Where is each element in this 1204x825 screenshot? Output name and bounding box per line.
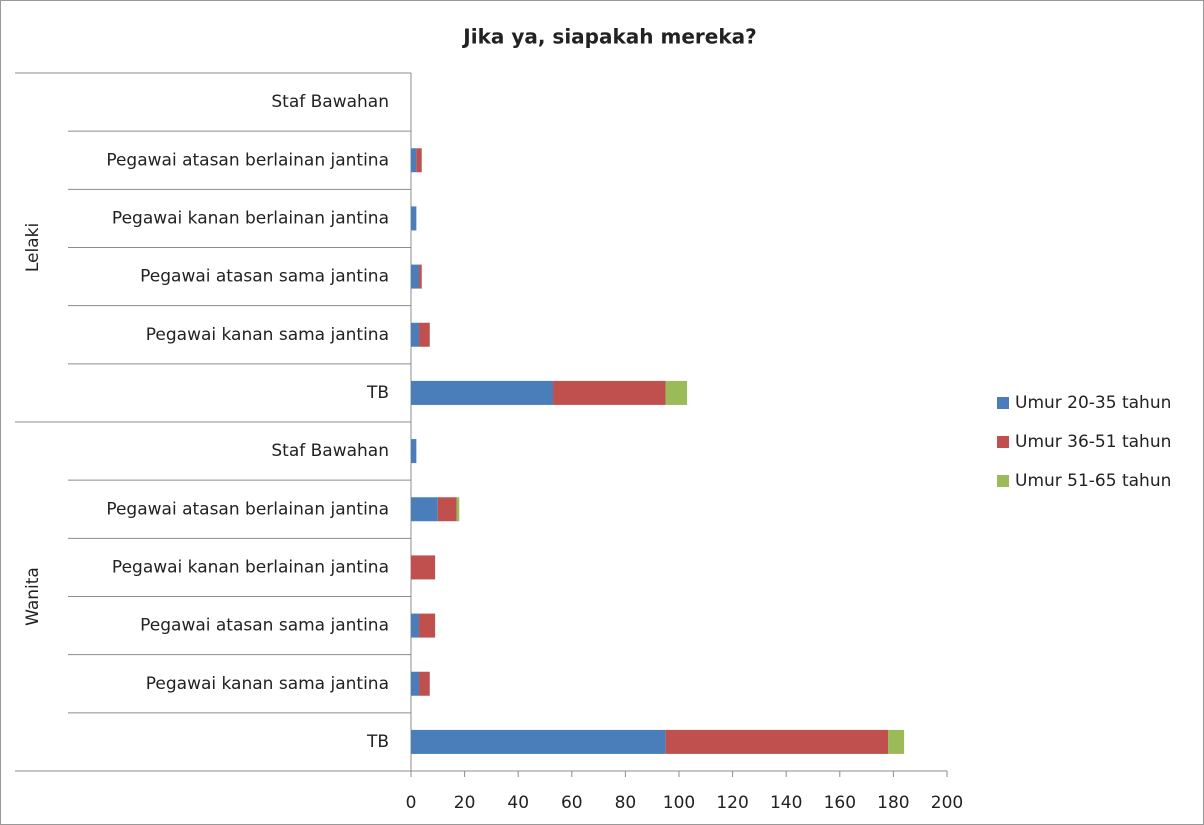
bar-segment <box>888 729 905 754</box>
y-tick-label: Pegawai atasan sama jantina <box>140 267 389 287</box>
x-tick-label: 160 <box>824 793 856 813</box>
bar-segment <box>411 322 420 347</box>
y-tick-label: Pegawai kanan sama jantina <box>146 325 389 345</box>
legend-swatch <box>997 397 1009 409</box>
y-tick-label: TB <box>366 383 389 403</box>
x-tick-label: 100 <box>663 793 695 813</box>
bar-segment <box>419 613 436 638</box>
bar-segment <box>553 380 666 405</box>
x-tick-label: 0 <box>406 793 417 813</box>
x-tick-label: 40 <box>507 793 529 813</box>
bar-segment <box>411 439 417 464</box>
bar-segment <box>416 148 422 173</box>
bar-segment <box>411 148 417 173</box>
bar-segment <box>411 729 666 754</box>
bar-segment <box>411 497 438 522</box>
y-tick-label: Pegawai atasan berlainan jantina <box>106 499 389 519</box>
bar-segment <box>665 729 889 754</box>
bar-segment <box>411 671 420 696</box>
legend-label: Umur 36-51 tahun <box>1015 432 1171 452</box>
bar-segment <box>411 555 436 580</box>
y-tick-label: Pegawai kanan sama jantina <box>146 674 389 694</box>
y-tick-label: Staf Bawahan <box>271 92 389 112</box>
bar-segment <box>419 322 430 347</box>
legend-label: Umur 51-65 tahun <box>1015 471 1171 491</box>
x-tick-label: 80 <box>615 793 637 813</box>
x-tick-label: 140 <box>770 793 802 813</box>
x-tick-label: 120 <box>716 793 748 813</box>
x-tick-label: 180 <box>877 793 909 813</box>
bar-segment <box>411 380 554 405</box>
group-label: Lelaki <box>23 223 43 272</box>
bar-segment <box>411 264 420 289</box>
bar-segment <box>411 613 420 638</box>
legend-swatch <box>997 475 1009 487</box>
legend-label: Umur 20-35 tahun <box>1015 393 1171 413</box>
bar-segment <box>437 497 457 522</box>
y-tick-label: TB <box>366 732 389 752</box>
y-tick-label: Pegawai kanan berlainan jantina <box>112 557 389 577</box>
y-tick-label: Pegawai atasan sama jantina <box>140 616 389 636</box>
bar-segment <box>411 206 417 231</box>
x-tick-label: 20 <box>454 793 476 813</box>
bar-segment <box>419 671 430 696</box>
bar-segment <box>419 264 422 289</box>
bar-segment <box>456 497 460 522</box>
y-tick-label: Staf Bawahan <box>271 441 389 461</box>
legend-swatch <box>997 436 1009 448</box>
x-tick-label: 60 <box>561 793 583 813</box>
group-label: Wanita <box>23 567 43 626</box>
chart-title: Jika ya, siapakah mereka? <box>461 25 756 49</box>
y-tick-label: Pegawai atasan berlainan jantina <box>106 150 389 170</box>
bar-segment <box>665 380 688 405</box>
x-tick-label: 200 <box>931 793 963 813</box>
y-tick-label: Pegawai kanan berlainan jantina <box>112 208 389 228</box>
